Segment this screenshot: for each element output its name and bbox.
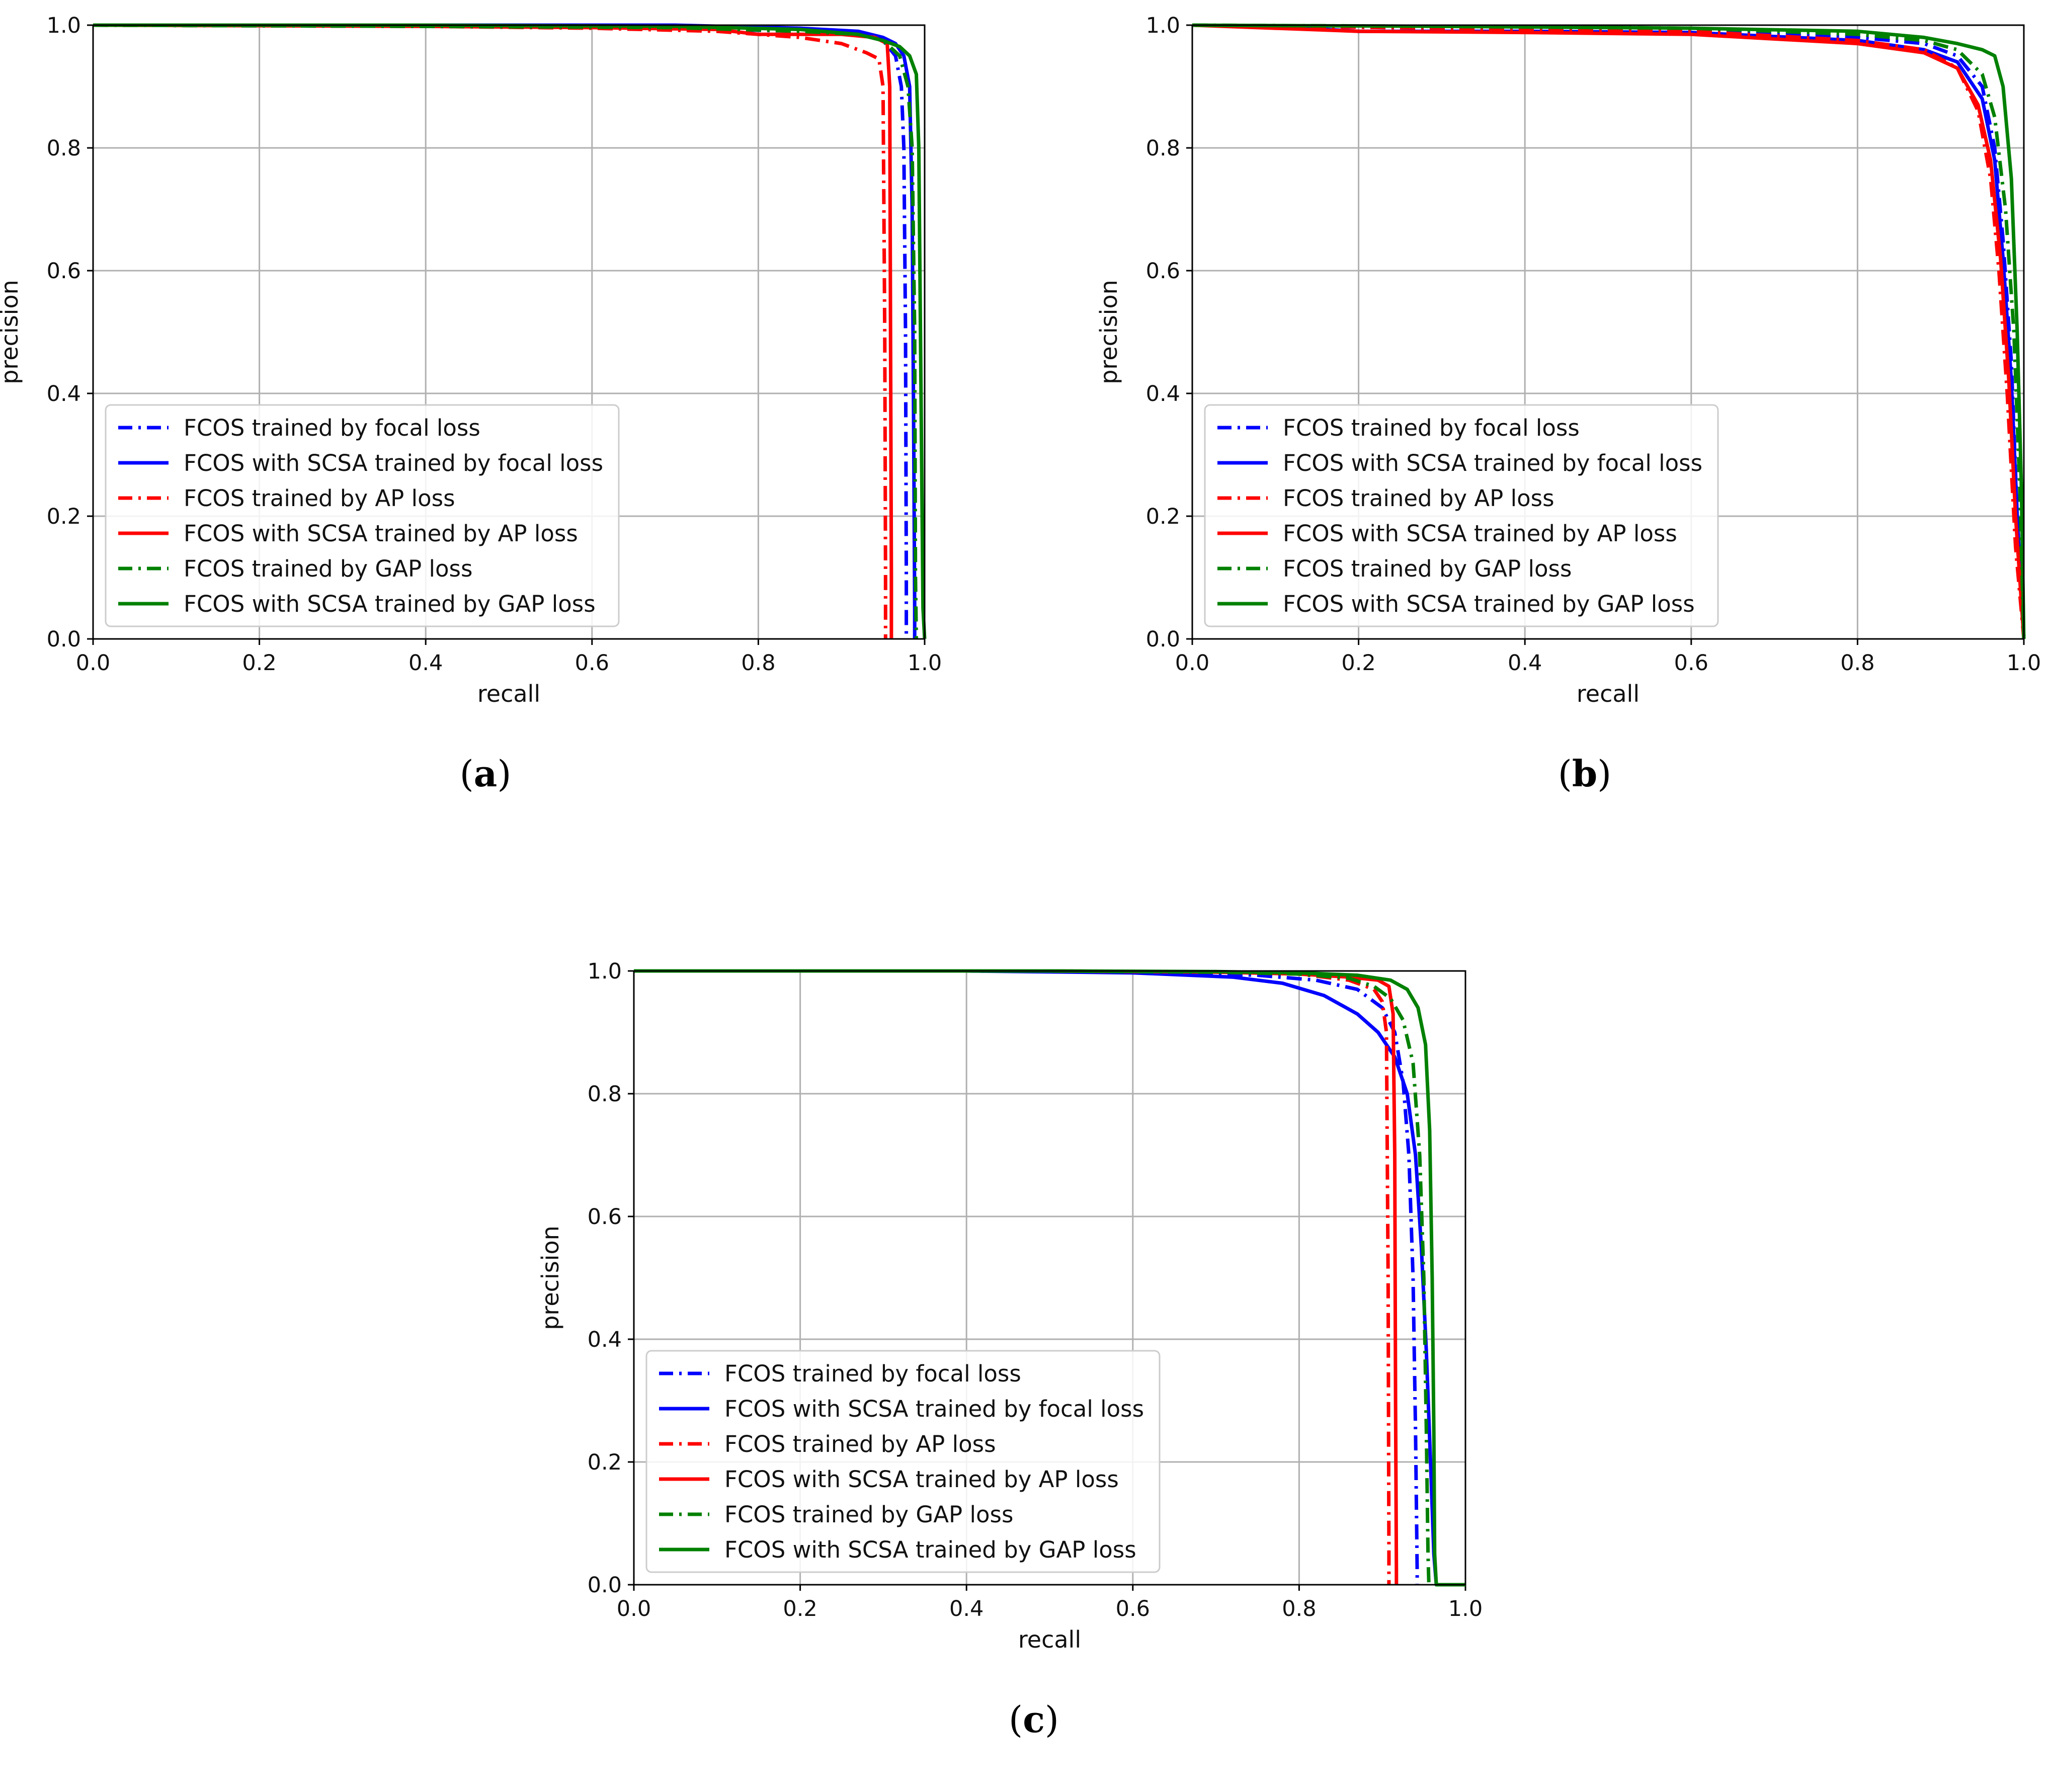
caption-c: (c) [1008, 1698, 1059, 1741]
series-line-6 [1192, 23, 2026, 639]
x-axis-label: recall [1018, 1626, 1081, 1653]
legend-label-3: FCOS trained by AP loss [724, 1431, 996, 1457]
x-tick-label: 0.6 [575, 650, 609, 676]
x-tick-label: 1.0 [1448, 1596, 1483, 1621]
y-tick-label: 0.4 [47, 381, 81, 406]
y-tick-label: 0.8 [47, 136, 81, 161]
y-tick-label: 0.6 [47, 259, 81, 284]
y-tick-label: 0.4 [588, 1327, 622, 1352]
legend-label-5: FCOS trained by GAP loss [184, 555, 472, 582]
legend-box [645, 1350, 1161, 1573]
legend-label-5: FCOS trained by GAP loss [724, 1501, 1013, 1528]
y-axis-label: precision [1095, 280, 1122, 384]
x-tick-label: 1.0 [908, 650, 942, 676]
y-tick-label: 0.6 [1146, 259, 1180, 284]
x-tick-label: 0.2 [1341, 650, 1375, 676]
series-line-3 [93, 23, 887, 639]
x-tick-label: 1.0 [2007, 650, 2041, 676]
legend-label-1: FCOS trained by focal loss [1283, 415, 1580, 441]
caption-b: (b) [1558, 752, 1612, 795]
legend-label-2: FCOS with SCSA trained by focal loss [1283, 450, 1702, 476]
legend-label-3: FCOS trained by AP loss [1283, 485, 1554, 512]
y-tick-label: 1.0 [588, 959, 622, 984]
y-tick-label: 0.4 [1146, 381, 1180, 406]
y-tick-label: 0.2 [47, 504, 81, 529]
axes-frame [1191, 24, 2025, 640]
y-tick-label: 0.8 [588, 1082, 622, 1107]
x-axis-label: recall [477, 680, 540, 707]
y-axis-label: precision [0, 280, 23, 384]
x-tick-label: 0.4 [949, 1596, 983, 1621]
legend-label-5: FCOS trained by GAP loss [1283, 555, 1572, 582]
chart-panel-b: 0.0 0.2 0.4 0.6 0.8 1.0 0.0 0.2 0.4 0.6 0.8 1.0 reca… [1095, 13, 2041, 707]
y-tick-label: 0.0 [588, 1573, 622, 1598]
y-axis-label: precision [537, 1226, 564, 1330]
series-line-4 [1192, 23, 2026, 639]
y-tick-label: 0.6 [588, 1204, 622, 1230]
legend-label-6: FCOS with SCSA trained by GAP loss [184, 591, 596, 617]
y-tick-label: 0.2 [588, 1450, 622, 1475]
legend-label-1: FCOS trained by focal loss [724, 1360, 1021, 1387]
x-tick-label: 0.6 [1674, 650, 1708, 676]
legend-label-1: FCOS trained by focal loss [184, 415, 480, 441]
legend-label-2: FCOS with SCSA trained by focal loss [184, 450, 603, 476]
legend-label-4: FCOS with SCSA trained by AP loss [184, 520, 578, 547]
series-line-6 [93, 23, 927, 639]
x-tick-label: 0.0 [76, 650, 110, 676]
legend-label-3: FCOS trained by AP loss [184, 485, 455, 512]
series-line-6 [634, 969, 1465, 1587]
x-tick-label: 0.2 [242, 650, 276, 676]
y-tick-label: 0.0 [1146, 627, 1180, 652]
x-tick-label: 0.0 [617, 1596, 651, 1621]
y-tick-label: 0.0 [47, 627, 81, 652]
x-tick-label: 0.2 [783, 1596, 817, 1621]
legend-label-2: FCOS with SCSA trained by focal loss [724, 1396, 1144, 1422]
legend-label-6: FCOS with SCSA trained by GAP loss [1283, 591, 1695, 617]
y-tick-label: 1.0 [1146, 13, 1180, 38]
axes-frame [633, 970, 1466, 1586]
legend-label-6: FCOS with SCSA trained by GAP loss [724, 1536, 1136, 1563]
x-tick-label: 0.8 [1840, 650, 1874, 676]
series-line-1 [634, 969, 1419, 1585]
x-tick-label: 0.8 [1282, 1596, 1316, 1621]
legend-label-4: FCOS with SCSA trained by AP loss [1283, 520, 1677, 547]
chart-panel-a: 0.0 0.2 0.4 0.6 0.8 1.0 0.0 0.2 0.4 0.6 0.8 1.0 reca… [0, 13, 942, 707]
x-tick-label: 0.6 [1116, 1596, 1150, 1621]
chart-panel-c: 0.0 0.2 0.4 0.6 0.8 1.0 0.0 0.2 0.4 0.6 0.8 1.0 reca… [537, 959, 1483, 1653]
x-tick-label: 0.8 [741, 650, 775, 676]
y-tick-label: 0.8 [1146, 136, 1180, 161]
legend-box [105, 404, 620, 627]
caption-a: (a) [459, 752, 512, 795]
y-tick-label: 1.0 [47, 13, 81, 38]
legend-box [1204, 404, 1719, 627]
legend-label-4: FCOS with SCSA trained by AP loss [724, 1466, 1119, 1493]
y-tick-label: 0.2 [1146, 504, 1180, 529]
x-tick-label: 0.4 [408, 650, 443, 676]
axes-frame [92, 24, 926, 640]
x-tick-label: 0.4 [1508, 650, 1542, 676]
x-tick-label: 0.0 [1175, 650, 1209, 676]
x-axis-label: recall [1577, 680, 1640, 707]
